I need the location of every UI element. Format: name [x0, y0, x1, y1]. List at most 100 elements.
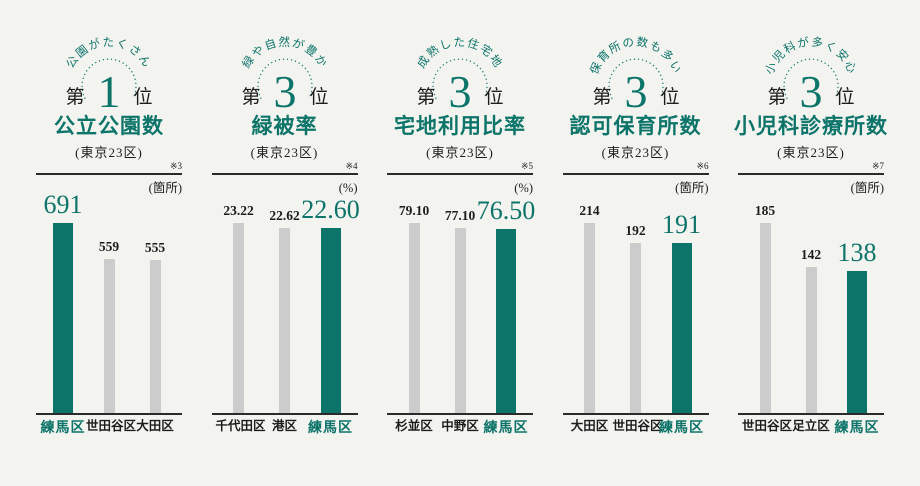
unit-label: (%)	[514, 181, 533, 196]
bar-group: 691	[40, 190, 86, 414]
bar-chart: (箇所) 691 559 555	[36, 175, 182, 414]
dotted-arc-icon	[607, 58, 664, 99]
rank-number: 3	[273, 66, 296, 112]
bar-group: 559	[86, 240, 132, 414]
rank-suffix: 位	[660, 86, 679, 108]
bar	[408, 223, 420, 414]
chart-subtitle: (東京23区)	[426, 145, 494, 161]
dotted-arc-icon	[81, 58, 137, 99]
footnote-mark: ※6	[696, 161, 709, 172]
bar	[454, 228, 466, 414]
bar-value-label: 142	[800, 246, 822, 262]
rank-badge: 保育所の数も多い 第 3 位	[586, 35, 681, 112]
bar-category-label: 世田谷区	[612, 419, 663, 434]
rank-number: 3	[624, 66, 647, 112]
unit-label: (箇所)	[675, 181, 709, 196]
bar	[233, 223, 244, 414]
bar-category-label: 中野区	[441, 419, 479, 434]
rank-suffix: 位	[835, 86, 854, 108]
rank-badge: 公園がたくさん 第 1 位	[64, 35, 153, 112]
bars-container: 79.10 77.10 76.50	[391, 198, 535, 414]
unit-label: (箇所)	[148, 181, 182, 196]
bar-highlighted	[53, 223, 73, 414]
bar-value-label: 79.10	[398, 202, 430, 218]
bar-value-label: 23.22	[223, 202, 254, 218]
unit-label: (%)	[338, 181, 358, 196]
bar-value-label: 138	[837, 238, 877, 268]
bar-value-label: 76.50	[476, 196, 536, 226]
bar-highlighted	[847, 271, 867, 414]
bar	[584, 223, 595, 414]
bar-value-label: 214	[579, 202, 600, 218]
bar-value-label: 22.60	[301, 195, 360, 225]
rank-suffix: 位	[133, 86, 152, 108]
bar	[149, 260, 161, 414]
bar	[805, 267, 817, 414]
chart-subtitle: (東京23区)	[250, 145, 319, 161]
rank-number: 3	[800, 66, 823, 112]
bar-group: 191	[659, 210, 705, 414]
bar	[630, 243, 641, 414]
bar-category-label: 世田谷区	[86, 419, 137, 434]
bar-value-label: 185	[754, 202, 776, 218]
bar-value-label: 22.62	[269, 207, 300, 223]
footnote-mark: ※5	[520, 161, 533, 172]
bar	[103, 259, 115, 414]
footnote-mark: ※3	[169, 161, 182, 172]
category-labels: 練馬区 世田谷区 大田区	[40, 419, 178, 436]
bar-group: 22.62	[262, 209, 308, 414]
dotted-arc-icon	[432, 58, 488, 99]
bar-category-label: 練馬区	[40, 419, 86, 436]
bar-group: 79.10	[391, 204, 437, 414]
charts-row: 公園がたくさん 第 1 位 公立公園数 (東京23区) ※3 (箇所) 691 5…	[36, 24, 888, 436]
bar-chart: (%) 23.22 22.62 22.60	[212, 175, 360, 414]
chart-column: 保育所の数も多い 第 3 位 認可保育所数 (東京23区) ※6 (箇所) 21…	[562, 24, 709, 436]
bar-category-label: 千代田区	[215, 419, 266, 434]
bar-value-label: 191	[662, 210, 701, 240]
chart-column: 緑や自然が豊か 第 3 位 緑被率 (東京23区) ※4 (%) 23.22 22…	[211, 24, 360, 436]
bars-container: 691 559 555	[40, 190, 178, 414]
bar-category-label: 杉並区	[395, 419, 433, 434]
bar-category-label: 練馬区	[308, 419, 353, 436]
bar-value-label: 691	[43, 190, 83, 220]
rank-badge: 小児科が多く安心 第 3 位	[763, 35, 858, 112]
bar-group: 555	[132, 241, 178, 414]
rank-badge: 成熟した住宅地 第 3 位	[415, 35, 504, 112]
bar-category-label: 大田区	[570, 419, 609, 434]
rank-prefix: 第	[416, 86, 435, 108]
category-labels: 世田谷区 足立区 練馬区	[742, 419, 880, 436]
bar-category-label: 大田区	[136, 419, 174, 434]
bar-highlighted	[671, 243, 692, 414]
rank-suffix: 位	[484, 86, 503, 108]
footnote-mark: ※7	[871, 161, 884, 172]
bars-container: 23.22 22.62 22.60	[216, 197, 360, 414]
chart-title: 公立公園数	[54, 114, 164, 138]
rank-prefix: 第	[65, 86, 84, 108]
bar-value-label: 559	[98, 238, 120, 254]
bar-highlighted	[496, 229, 516, 414]
axis-baseline	[36, 413, 182, 416]
chart-subtitle: (東京23区)	[777, 145, 845, 161]
bar-group: 185	[742, 204, 788, 414]
chart-title: 小児科診療所数	[734, 114, 888, 138]
footnote-mark: ※4	[345, 161, 358, 172]
bar-value-label: 77.10	[444, 207, 476, 223]
bar-chart: (%) 79.10 77.10 76.50	[387, 175, 535, 414]
chart-column: 公園がたくさん 第 1 位 公立公園数 (東京23区) ※3 (箇所) 691 5…	[36, 24, 182, 436]
axis-baseline	[211, 413, 358, 416]
bar-group: 138	[834, 238, 880, 414]
bar-group: 214	[567, 204, 613, 414]
rank-suffix: 位	[309, 86, 328, 108]
bar-value-label: 192	[625, 222, 646, 238]
axis-baseline	[387, 413, 533, 416]
bars-container: 185 142 138	[742, 204, 880, 414]
chart-subtitle: (東京23区)	[601, 145, 670, 161]
rank-number: 3	[449, 66, 472, 112]
divider-line	[36, 173, 182, 176]
category-labels: 千代田区 港区 練馬区	[215, 419, 354, 436]
axis-baseline	[562, 413, 709, 416]
bar	[759, 223, 771, 414]
chart-title: 認可保育所数	[569, 114, 702, 138]
bar-group: 76.50	[477, 198, 535, 414]
bar-category-label: 練馬区	[834, 419, 880, 436]
